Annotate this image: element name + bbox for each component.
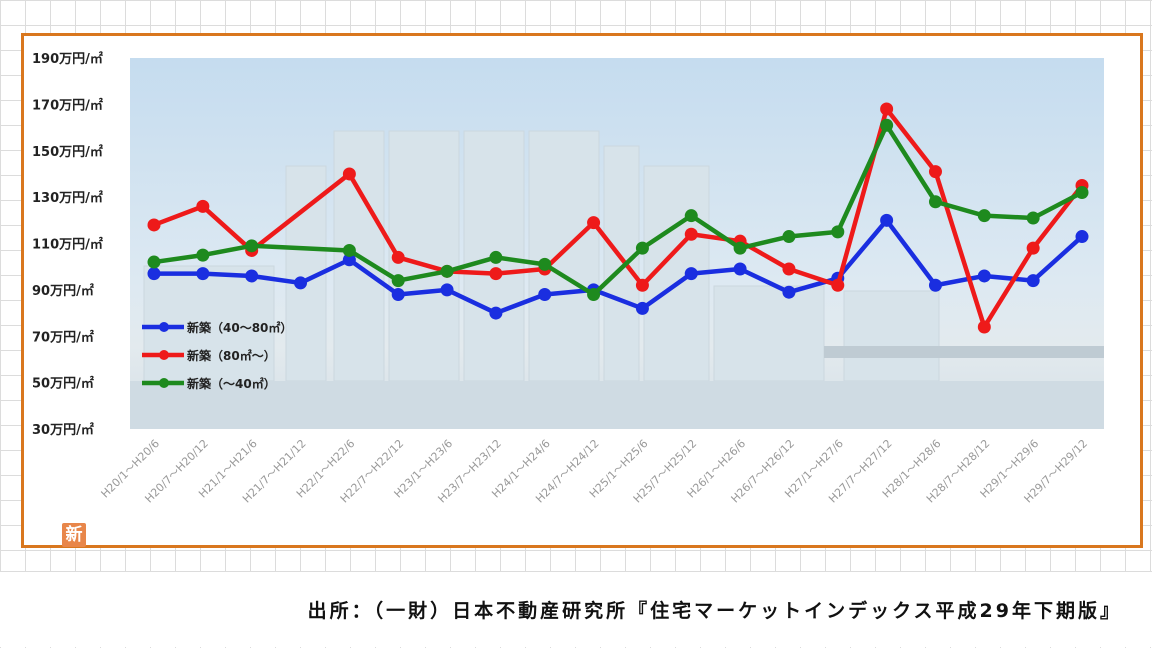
data-point: [977, 269, 991, 283]
logo-badge: 新: [62, 523, 86, 547]
series-layer: [147, 102, 1089, 334]
data-point: [147, 255, 161, 269]
data-point: [538, 257, 552, 271]
legend-marker: [159, 322, 169, 332]
y-tick-label: 170万円/㎡: [32, 97, 103, 113]
data-point: [684, 227, 698, 241]
data-point: [489, 250, 503, 264]
data-point: [1026, 241, 1040, 255]
data-point: [684, 267, 698, 281]
data-point: [489, 267, 503, 281]
source-caption: 出所：（一財）日本不動産研究所『住宅マーケットインデックス平成29年下期版』: [307, 600, 1122, 622]
legend: 新築（40～80㎡） 新築（80㎡～） 新築（～40㎡）: [142, 320, 292, 391]
data-point: [782, 262, 796, 276]
y-tick-label: 70万円/㎡: [32, 329, 94, 345]
y-tick-label: 190万円/㎡: [32, 51, 103, 67]
data-point: [635, 301, 649, 315]
data-point: [880, 213, 894, 227]
data-point: [147, 218, 161, 232]
series-0: [147, 213, 1089, 320]
data-point: [635, 241, 649, 255]
legend-label: 新築（80㎡～）: [187, 348, 276, 363]
data-point: [342, 167, 356, 181]
series-2: [147, 118, 1089, 302]
series-line: [151, 218, 1085, 316]
data-point: [977, 209, 991, 223]
data-point: [538, 288, 552, 302]
data-point: [928, 278, 942, 292]
y-tick-label: 110万円/㎡: [32, 237, 103, 253]
data-point: [733, 241, 747, 255]
data-point: [245, 239, 259, 253]
background-photo: [130, 58, 1104, 429]
y-tick-label: 50万円/㎡: [32, 376, 94, 392]
data-point: [440, 264, 454, 278]
data-point: [587, 216, 601, 230]
data-point: [1026, 211, 1040, 225]
line-chart: 190万円/㎡ 170万円/㎡ 150万円/㎡ 130万円/㎡ 110万円/㎡ 90万円/…: [32, 51, 1104, 506]
data-point: [684, 209, 698, 223]
data-point: [977, 320, 991, 334]
y-tick-label: 150万円/㎡: [32, 144, 103, 160]
data-point: [831, 278, 845, 292]
legend-label: 新築（～40㎡）: [187, 376, 276, 391]
x-axis: H20/1～H20/6H20/7～H20/12H21/1～H21/6H21/7～…: [99, 437, 1091, 506]
data-point: [831, 225, 845, 239]
y-axis: 190万円/㎡ 170万円/㎡ 150万円/㎡ 130万円/㎡ 110万円/㎡ 90万円/…: [32, 51, 103, 438]
y-tick-label: 90万円/㎡: [32, 283, 94, 299]
data-point: [782, 230, 796, 244]
data-point: [733, 262, 747, 276]
data-point: [342, 253, 356, 267]
data-point: [196, 199, 210, 213]
data-point: [245, 269, 259, 283]
data-point: [928, 165, 942, 179]
y-tick-label: 130万円/㎡: [32, 190, 103, 206]
data-point: [1075, 230, 1089, 244]
data-point: [342, 243, 356, 257]
data-point: [147, 267, 161, 281]
data-point: [196, 267, 210, 281]
data-point: [1075, 185, 1089, 199]
legend-label: 新築（40～80㎡）: [187, 320, 292, 335]
data-point: [196, 248, 210, 262]
data-point: [635, 278, 649, 292]
data-point: [294, 276, 308, 290]
data-point: [782, 285, 796, 299]
chart-frame: 190万円/㎡ 170万円/㎡ 150万円/㎡ 130万円/㎡ 110万円/㎡ 90万円/…: [21, 33, 1143, 548]
data-point: [587, 288, 601, 302]
legend-marker: [159, 378, 169, 388]
y-tick-label: 30万円/㎡: [32, 422, 94, 438]
data-point: [880, 102, 894, 116]
data-point: [391, 274, 405, 288]
data-point: [1026, 274, 1040, 288]
data-point: [880, 118, 894, 132]
legend-marker: [159, 350, 169, 360]
data-point: [391, 250, 405, 264]
data-point: [440, 283, 454, 297]
data-point: [391, 288, 405, 302]
source-strip: 出所：（一財）日本不動産研究所『住宅マーケットインデックス平成29年下期版』: [0, 571, 1152, 647]
data-point: [928, 195, 942, 209]
data-point: [489, 306, 503, 320]
